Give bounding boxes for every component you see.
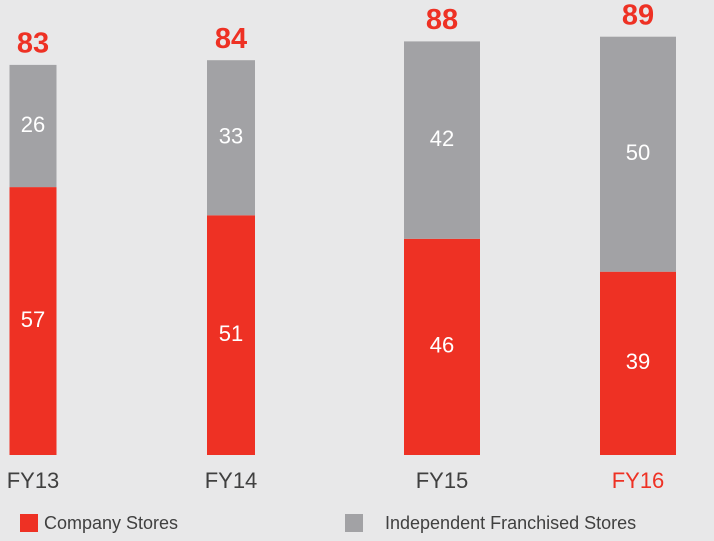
bar-segment [9,187,57,455]
total-label: 89 [622,0,654,31]
bar-segment [600,271,676,455]
segment-label: 39 [626,349,650,374]
bar-segment [404,41,480,239]
bar-segment [207,215,255,455]
x-tick-label: FY13 [7,468,60,493]
segment-label: 57 [21,307,45,332]
legend-label: Company Stores [44,513,178,533]
segment-label: 26 [21,112,45,137]
total-label: 84 [215,23,247,55]
x-tick-label: FY16 [612,468,665,493]
bar-segment [207,60,255,216]
x-tick-label: FY14 [205,468,258,493]
total-label: 88 [426,4,458,36]
legend-label: Independent Franchised Stores [385,513,636,533]
segment-label: 33 [219,124,243,149]
legend-swatch [20,514,38,532]
bar-segment [600,36,676,272]
bar-segment [404,238,480,455]
bar-segment [9,64,57,188]
segment-label: 51 [219,321,243,346]
x-tick-label: FY15 [416,468,469,493]
segment-label: 42 [430,126,454,151]
legend-swatch [345,514,363,532]
segment-label: 46 [430,333,454,358]
segment-label: 50 [626,140,650,165]
total-label: 83 [17,28,49,60]
